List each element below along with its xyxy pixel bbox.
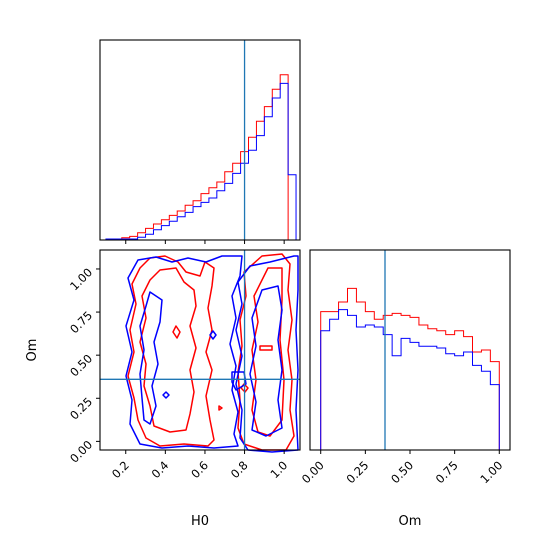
contour-ylabel: Om [25, 339, 40, 362]
hist-Om-xtick-label: 0.50 [388, 458, 416, 486]
hist-Om-xtick-label: 0.25 [343, 458, 371, 486]
red-contour-outer-left [127, 255, 215, 447]
hist-Om-frame [309, 249, 511, 451]
blue-contour-blob-a [209, 330, 217, 340]
contour-xlabel: H0 [191, 514, 209, 529]
hist-Om-panel: 0.00 0.25 0.50 0.75 1.00 Om [299, 249, 511, 529]
contour-xtick-label: 0.6 [188, 458, 211, 481]
blue-contour-inner-right [249, 285, 283, 437]
hist-Om-xtick-label: 0.75 [433, 458, 461, 486]
blue-contour-inner-left [139, 291, 163, 425]
hist-Om-blue-series [320, 309, 500, 450]
blue-contour-blob-b [162, 391, 170, 399]
contour-ytick-label: 0.00 [67, 438, 95, 466]
red-contour-inner-left [139, 267, 197, 433]
contour-panel: 0.2 0.4 0.6 0.8 1.0 0.000.250.500.751.00 H0 … [25, 249, 301, 529]
contour-xtick-label: 0.8 [228, 458, 251, 481]
hist-Om-xtick-label: 1.00 [477, 458, 505, 486]
red-contour-outer-right [237, 253, 295, 451]
contour-xtick-label: 0.2 [109, 458, 132, 481]
contour-ytick-label: 0.25 [67, 394, 95, 422]
contour-frame [99, 249, 301, 451]
red-contour-blob-b [259, 345, 273, 351]
blue-contour-outer-right [235, 255, 299, 453]
hist-H0-red-series [105, 74, 297, 241]
hist-Om-xtick-label: 0.00 [299, 458, 327, 486]
hist-H0-panel [99, 39, 301, 244]
red-contour-blob-a [172, 325, 181, 339]
red-contour-blob-d [218, 405, 223, 411]
blue-contour-blob-c [231, 371, 247, 391]
contour-xtick-label: 0.4 [149, 458, 172, 481]
hist-H0-blue-series [105, 82, 297, 240]
contour-xtick-label: 1.0 [267, 458, 290, 481]
contour-ytick-label: 0.50 [67, 351, 95, 379]
hist-Om-red-series [320, 287, 500, 450]
hist-Om-xlabel: Om [399, 514, 422, 529]
blue-contour-outer-left [125, 255, 243, 449]
hist-H0-frame [99, 39, 301, 241]
contour-ytick-label: 0.75 [67, 308, 95, 336]
contour-ytick-label: 1.00 [67, 265, 95, 293]
